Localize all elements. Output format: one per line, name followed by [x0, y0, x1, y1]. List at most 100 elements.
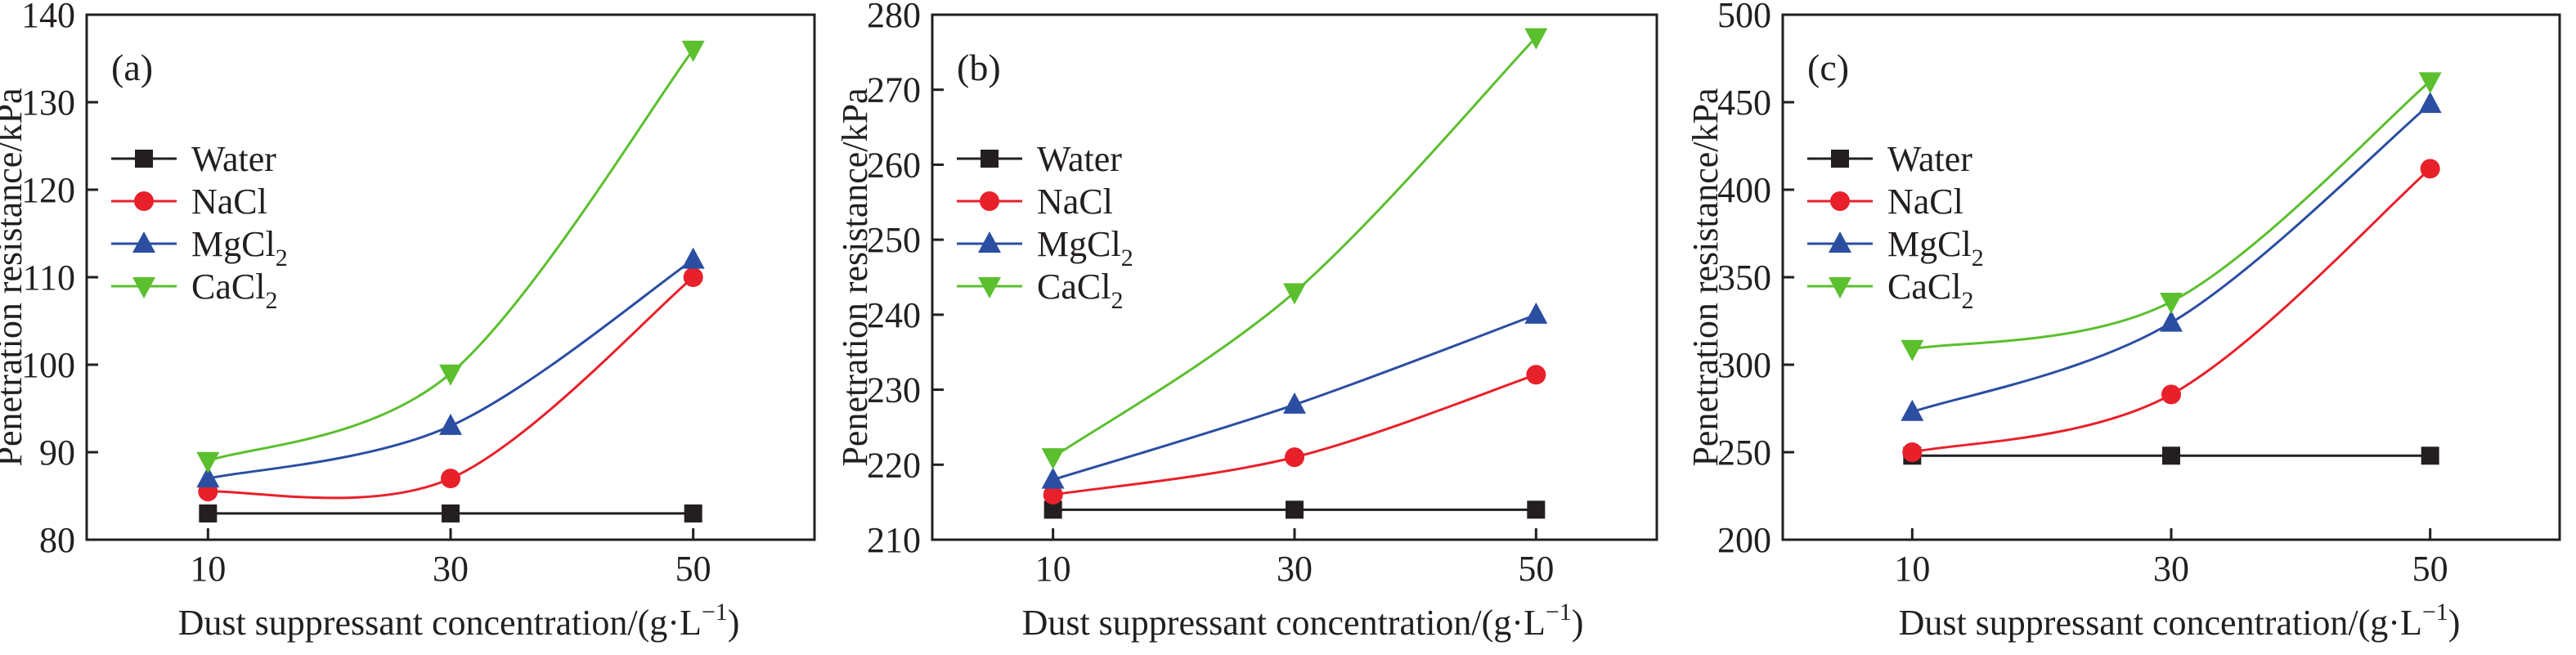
data-point-cacl2 — [2418, 72, 2442, 94]
series-line-cacl2 — [207, 48, 694, 463]
x-tick-label: 10 — [1894, 549, 1930, 589]
legend-item: Water — [1807, 139, 1972, 179]
data-point-water — [684, 504, 702, 523]
legend-marker — [134, 191, 154, 211]
data-point-nacl — [683, 267, 703, 287]
y-tick-label: 270 — [867, 70, 921, 110]
data-point-nacl — [1902, 442, 1923, 462]
legend-marker — [135, 150, 153, 168]
legend-label-subscript: 2 — [265, 287, 277, 314]
data-point-water — [2162, 446, 2180, 465]
legend-label: Water — [1887, 139, 1972, 179]
y-tick-label: 250 — [867, 220, 921, 260]
y-axis-title: Penetration resistance/kPa — [1685, 87, 1726, 466]
data-point-mgcl2 — [2418, 92, 2442, 114]
legend-item: MgCl2 — [111, 224, 288, 271]
data-point-mgcl2 — [2160, 310, 2183, 332]
data-point-mgcl2 — [1901, 399, 1924, 421]
legend-label: Water — [191, 139, 276, 179]
x-axis-title-superscript: −1 — [2422, 599, 2448, 626]
x-axis-title-end: ) — [1572, 603, 1584, 643]
data-point-cacl2 — [439, 364, 462, 386]
data-point-cacl2 — [1901, 339, 1924, 361]
y-tick-label: 100 — [21, 345, 75, 385]
legend-item: MgCl2 — [1807, 224, 1984, 271]
y-tick-label: 250 — [1717, 433, 1771, 473]
x-axis-title: Dust suppressant concentration/(g·L−1) — [178, 599, 740, 643]
legend-marker — [981, 150, 999, 168]
legend-marker — [978, 277, 1001, 298]
x-tick-label: 30 — [1277, 549, 1313, 589]
legend-marker — [980, 191, 999, 211]
legend-item: CaCl2 — [1807, 267, 1973, 314]
series-line-mgcl2 — [1911, 102, 2431, 414]
chart-panel-3: 200 250 300 350 400 450 500 10 30 50 Penetration r… — [1685, 0, 2561, 643]
data-point-cacl2 — [1524, 28, 1548, 50]
x-tick-label: 50 — [675, 549, 711, 589]
y-tick-label: 350 — [1717, 258, 1771, 298]
legend-label: MgCl2 — [1887, 224, 1984, 271]
y-tick-label: 110 — [23, 258, 75, 298]
legend-marker — [1829, 277, 1851, 298]
legend-label-name: CaCl — [1037, 267, 1111, 307]
x-axis-title-superscript: −1 — [702, 599, 728, 626]
x-tick-label: 30 — [2153, 549, 2189, 589]
legend-marker — [1830, 191, 1850, 211]
series-line-nacl — [208, 276, 694, 500]
legend-item: MgCl2 — [957, 224, 1133, 271]
data-point-water — [1527, 500, 1546, 519]
panel-label: (c) — [1807, 47, 1849, 88]
x-tick-label: 10 — [190, 549, 226, 589]
legend-label-subscript: 2 — [1111, 287, 1123, 314]
data-point-nacl — [2420, 159, 2440, 179]
legend-item: NaCl — [957, 182, 1113, 222]
y-tick-label: 80 — [39, 520, 75, 560]
data-point-cacl2 — [1283, 283, 1306, 305]
legend-marker — [132, 231, 155, 253]
legend-label-name: CaCl — [1887, 267, 1961, 307]
legend-label-subscript: 2 — [276, 245, 288, 271]
x-axis-title-main: Dust suppressant concentration/(g·L — [178, 603, 702, 643]
chart-panel-1: 80 90 100 110 120 130 140 10 30 50 Penetration res… — [0, 0, 816, 643]
data-point-cacl2 — [1041, 448, 1065, 470]
legend-label-name: Water — [1887, 139, 1972, 179]
legend-label-name: MgCl — [1037, 224, 1121, 264]
legend-label-subscript: 2 — [1961, 287, 1973, 314]
legend-marker — [1831, 150, 1849, 168]
legend-label-subscript: 2 — [1121, 245, 1133, 271]
x-axis-title-end: ) — [728, 603, 740, 643]
data-point-water — [2421, 446, 2439, 465]
data-point-nacl — [441, 469, 460, 489]
panel-label: (a) — [111, 47, 153, 88]
y-tick-label: 200 — [1717, 520, 1771, 560]
y-tick-label: 230 — [867, 370, 921, 410]
data-point-mgcl2 — [196, 466, 220, 488]
data-point-water — [1286, 500, 1304, 519]
legend-item: CaCl2 — [957, 267, 1123, 314]
y-tick-label: 130 — [21, 83, 75, 123]
legend-item: Water — [957, 139, 1122, 179]
y-tick-label: 450 — [1717, 83, 1771, 123]
data-point-mgcl2 — [1524, 302, 1548, 324]
legend-item: Water — [111, 139, 276, 179]
x-tick-label: 10 — [1035, 549, 1071, 589]
x-axis-title-main: Dust suppressant concentration/(g·L — [1899, 603, 2422, 643]
x-axis-title: Dust suppressant concentration/(g·L−1) — [1899, 599, 2461, 643]
data-point-mgcl2 — [1041, 467, 1065, 489]
legend-label: CaCl2 — [1887, 267, 1973, 314]
y-tick-label: 260 — [867, 145, 921, 185]
x-axis-title-end: ) — [2448, 603, 2461, 643]
legend-label: MgCl2 — [191, 224, 288, 271]
data-point-nacl — [1285, 447, 1304, 468]
data-point-cacl2 — [681, 40, 705, 62]
legend-label: NaCl — [1887, 182, 1963, 222]
y-tick-label: 300 — [1717, 345, 1771, 385]
data-point-cacl2 — [196, 451, 220, 473]
legend-label: Water — [1037, 139, 1122, 179]
x-axis-title-main: Dust suppressant concentration/(g·L — [1022, 603, 1546, 643]
legend-label-name: NaCl — [191, 182, 267, 222]
data-point-mgcl2 — [1283, 392, 1306, 414]
